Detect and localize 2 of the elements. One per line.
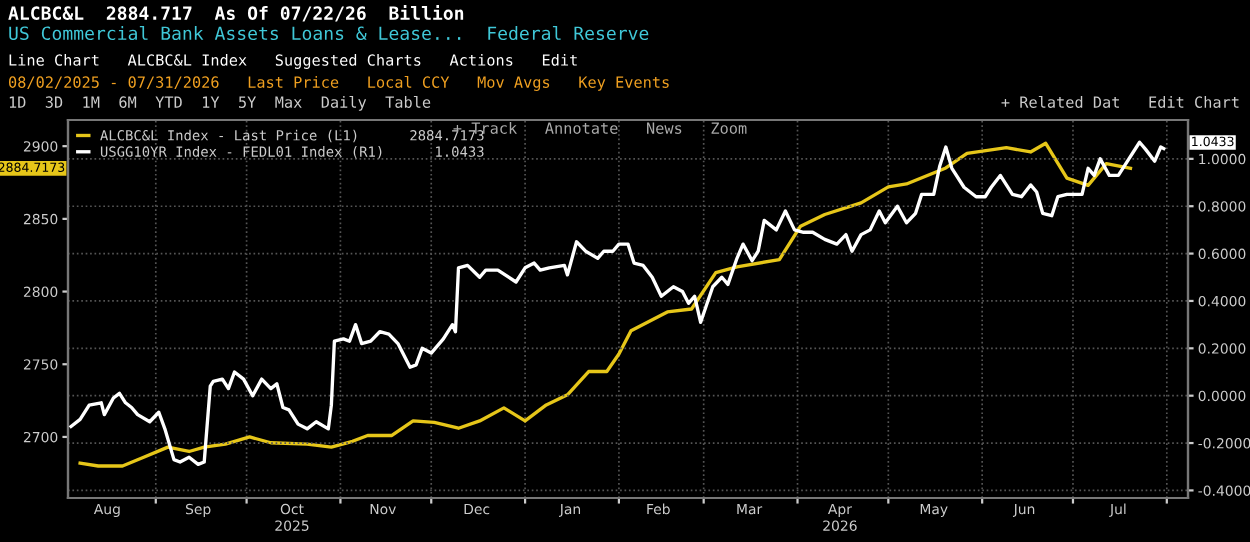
chart-subtitle: US Commercial Bank Assets Loans & Lease... Federal Reserve (9, 26, 649, 41)
chart-title: ALCBC&L 2884.717 As Of 07/22/26 Billion (8, 5, 464, 22)
